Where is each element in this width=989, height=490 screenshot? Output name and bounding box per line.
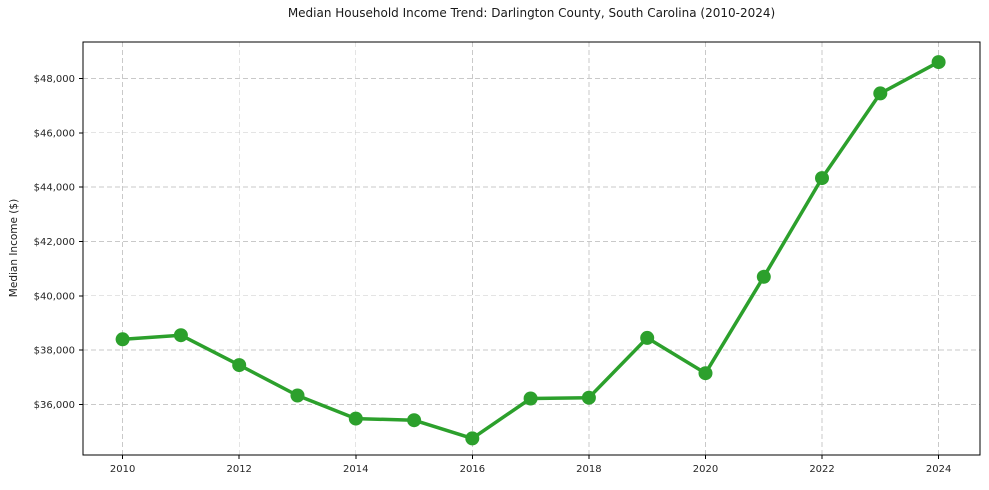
y-tick-label: $40,000 xyxy=(34,291,75,302)
data-point-2018 xyxy=(581,390,596,405)
data-point-2022 xyxy=(815,171,829,186)
data-point-2020 xyxy=(698,366,713,381)
x-tick-label: 2024 xyxy=(926,464,951,475)
x-tick-label: 2020 xyxy=(693,464,718,475)
data-point-2012 xyxy=(232,358,247,373)
data-point-2024 xyxy=(931,55,946,70)
data-point-2019 xyxy=(640,330,655,345)
data-point-2015 xyxy=(407,413,422,428)
x-tick-label: 2018 xyxy=(576,464,601,475)
y-tick-label: $44,000 xyxy=(34,183,75,194)
x-tick-label: 2012 xyxy=(226,464,251,475)
data-point-2011 xyxy=(173,328,188,343)
y-tick-label: $38,000 xyxy=(34,346,75,357)
y-tick-label: $46,000 xyxy=(34,128,75,139)
data-point-2021 xyxy=(756,269,771,284)
x-tick-label: 2016 xyxy=(460,464,485,475)
data-point-2010 xyxy=(115,332,130,347)
data-point-2013 xyxy=(290,388,305,403)
x-tick-label: 2022 xyxy=(809,464,834,475)
x-tick-label: 2014 xyxy=(343,464,368,475)
x-tick-label: 2010 xyxy=(110,464,135,475)
y-tick-label: $36,000 xyxy=(34,400,75,411)
data-point-2017 xyxy=(523,391,538,406)
data-point-2016 xyxy=(465,431,480,446)
chart-title: Median Household Income Trend: Darlingto… xyxy=(287,6,776,20)
y-tick-label: $48,000 xyxy=(34,74,75,85)
data-point-2023 xyxy=(873,86,888,101)
trend-line xyxy=(120,60,941,441)
data-point-2014 xyxy=(348,411,363,426)
y-tick-label: $42,000 xyxy=(34,237,75,248)
plot-border xyxy=(82,41,981,456)
